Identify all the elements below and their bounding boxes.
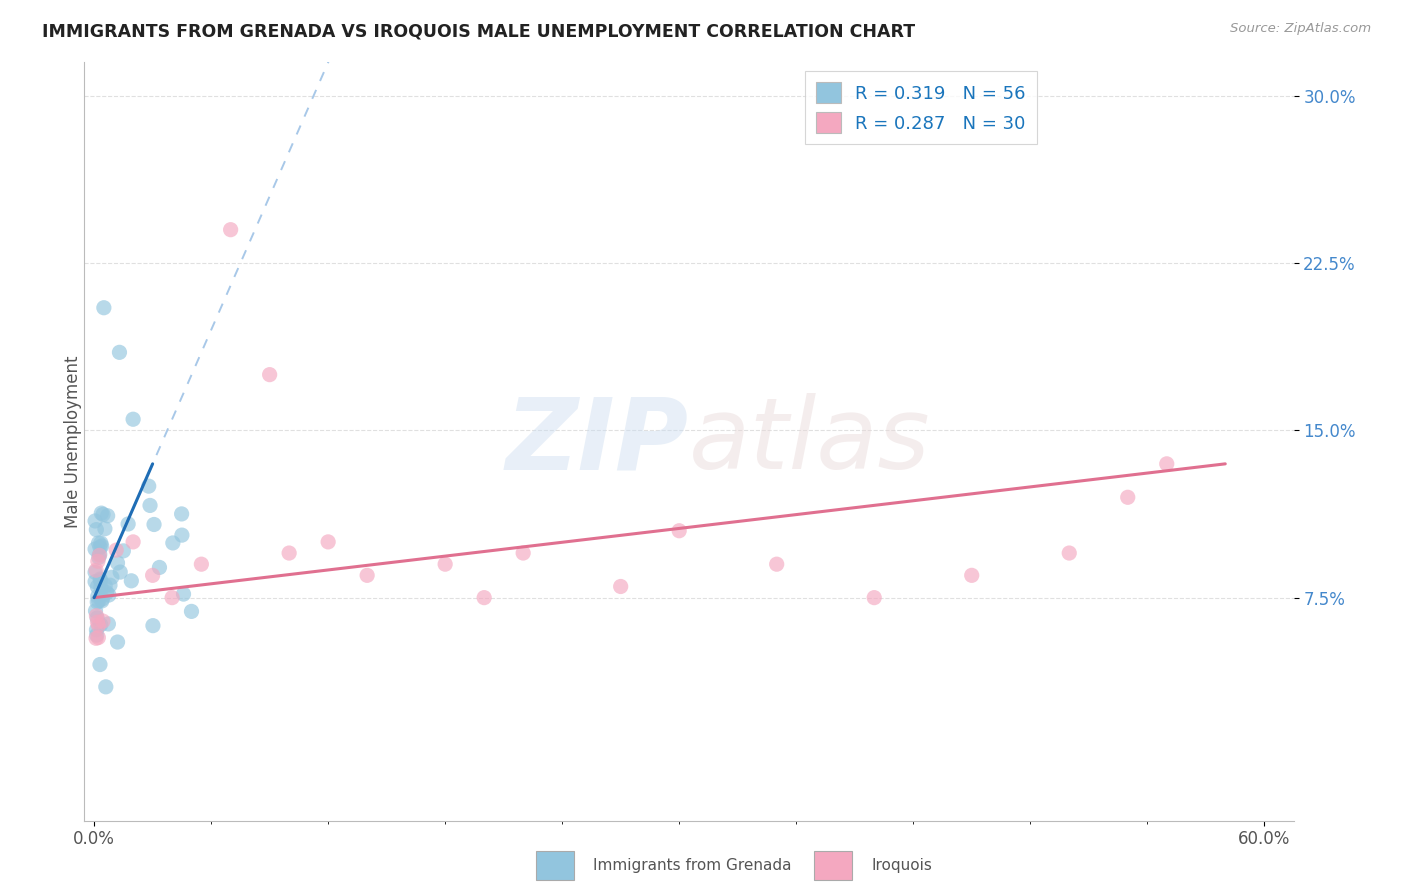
- Point: [117, 516, 139, 531]
- Point: [84, 563, 107, 577]
- Point: [94, 522, 117, 536]
- Point: [863, 591, 886, 605]
- Point: [89, 574, 111, 588]
- Point: [960, 568, 983, 582]
- Point: [105, 543, 128, 558]
- Point: [84, 632, 107, 646]
- Point: [87, 618, 110, 632]
- Point: [101, 570, 124, 584]
- Point: [472, 591, 495, 605]
- Point: [219, 223, 242, 237]
- Point: [96, 585, 118, 599]
- Point: [89, 549, 111, 563]
- Point: [86, 523, 108, 537]
- Text: Source: ZipAtlas.com: Source: ZipAtlas.com: [1230, 22, 1371, 36]
- Point: [84, 542, 107, 557]
- Point: [160, 591, 183, 605]
- Point: [98, 578, 121, 592]
- Point: [356, 568, 378, 582]
- Legend: R = 0.319   N = 56, R = 0.287   N = 30: R = 0.319 N = 56, R = 0.287 N = 30: [804, 71, 1036, 144]
- Point: [86, 615, 108, 629]
- Text: IMMIGRANTS FROM GRENADA VS IROQUOIS MALE UNEMPLOYMENT CORRELATION CHART: IMMIGRANTS FROM GRENADA VS IROQUOIS MALE…: [42, 22, 915, 40]
- Point: [765, 557, 787, 572]
- Point: [138, 479, 160, 493]
- Point: [173, 587, 195, 601]
- Point: [108, 345, 131, 359]
- Point: [87, 631, 110, 645]
- Text: Iroquois: Iroquois: [872, 858, 932, 872]
- Point: [1156, 457, 1178, 471]
- Point: [84, 574, 107, 589]
- Point: [91, 591, 114, 606]
- Point: [668, 524, 690, 538]
- Point: [87, 589, 110, 603]
- Point: [84, 566, 107, 580]
- Point: [91, 614, 114, 628]
- Point: [87, 594, 110, 608]
- Point: [122, 534, 145, 549]
- Point: [316, 534, 339, 549]
- Text: atlas: atlas: [689, 393, 931, 490]
- Point: [139, 499, 162, 513]
- Point: [86, 608, 108, 623]
- Text: ZIP: ZIP: [506, 393, 689, 490]
- Point: [89, 657, 111, 672]
- Point: [112, 544, 135, 558]
- Point: [84, 604, 107, 618]
- Point: [97, 616, 120, 631]
- Point: [89, 572, 111, 586]
- Point: [1116, 491, 1139, 505]
- Point: [86, 623, 108, 637]
- Point: [142, 618, 165, 632]
- Point: [87, 550, 110, 565]
- Point: [142, 568, 165, 582]
- FancyBboxPatch shape: [536, 851, 574, 880]
- Point: [93, 301, 115, 315]
- Point: [89, 547, 111, 561]
- Point: [97, 508, 120, 523]
- Point: [97, 588, 120, 602]
- Point: [86, 595, 108, 609]
- Point: [512, 546, 534, 560]
- Point: [90, 506, 112, 520]
- Point: [108, 565, 131, 579]
- Point: [86, 611, 108, 625]
- Point: [90, 536, 112, 550]
- Point: [180, 604, 202, 618]
- Point: [148, 560, 170, 574]
- Point: [170, 507, 193, 521]
- Point: [107, 556, 129, 570]
- Point: [434, 557, 457, 572]
- Point: [190, 557, 212, 572]
- Y-axis label: Male Unemployment: Male Unemployment: [65, 355, 82, 528]
- Text: Immigrants from Grenada: Immigrants from Grenada: [593, 858, 792, 872]
- Point: [1057, 546, 1080, 560]
- Point: [90, 580, 112, 594]
- Point: [91, 508, 114, 522]
- Point: [86, 580, 108, 594]
- Point: [609, 580, 631, 594]
- Point: [122, 412, 145, 426]
- Point: [84, 514, 107, 528]
- Point: [90, 594, 112, 608]
- Point: [87, 554, 110, 568]
- Point: [94, 579, 117, 593]
- Point: [90, 539, 112, 553]
- Point: [143, 517, 166, 532]
- Point: [278, 546, 301, 560]
- Point: [86, 628, 108, 642]
- Point: [170, 528, 193, 542]
- Point: [107, 635, 129, 649]
- Point: [94, 680, 117, 694]
- Point: [162, 536, 184, 550]
- Point: [87, 536, 110, 550]
- Point: [89, 541, 111, 555]
- Point: [259, 368, 281, 382]
- FancyBboxPatch shape: [814, 851, 852, 880]
- Point: [120, 574, 142, 588]
- Point: [90, 617, 112, 632]
